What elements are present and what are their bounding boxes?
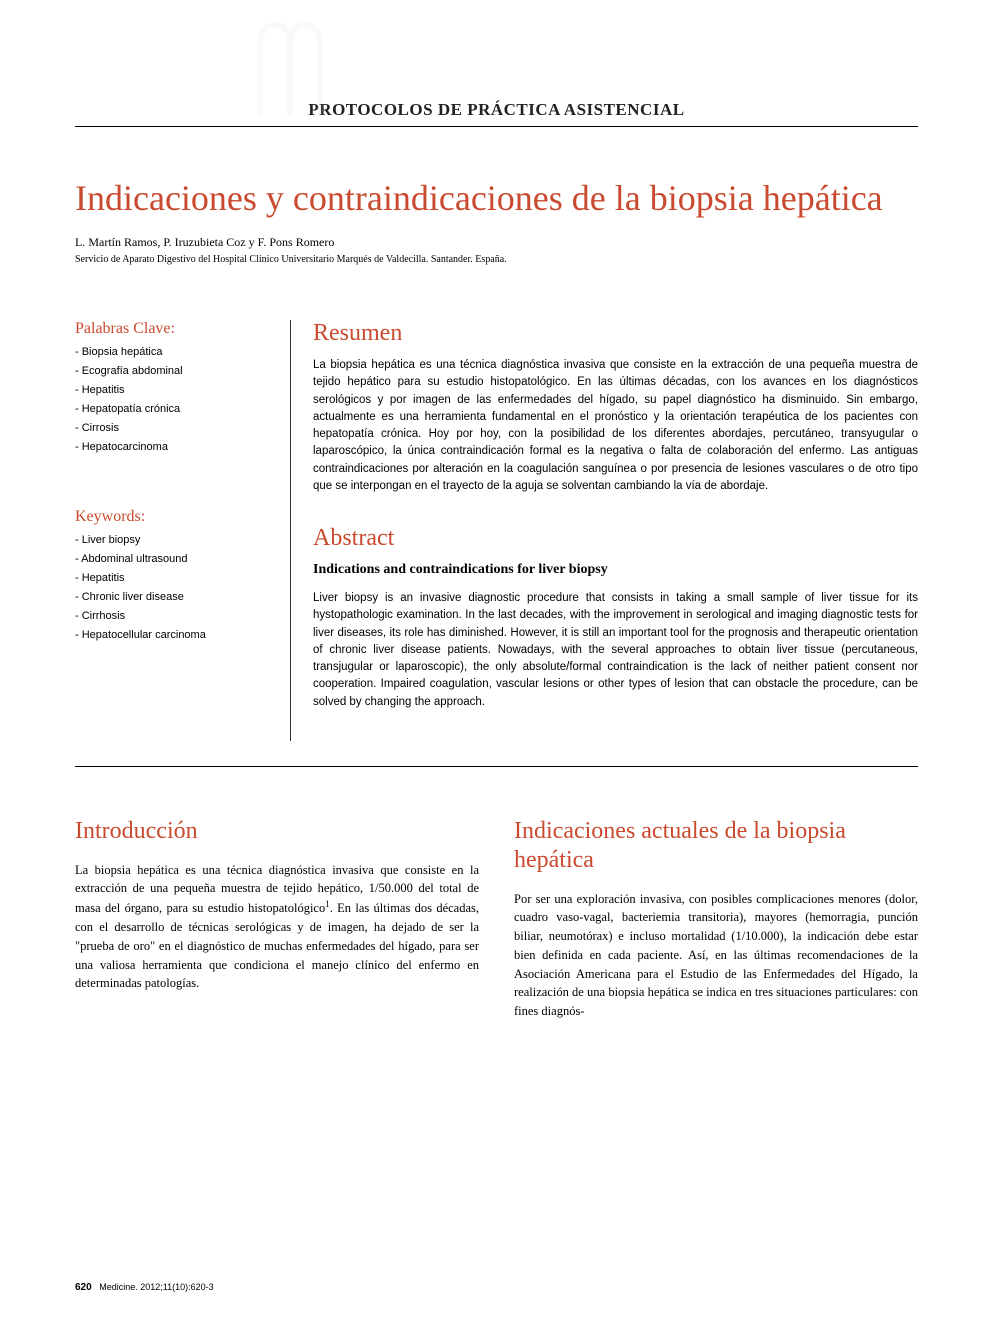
indicaciones-title: Indicaciones actuales de la biopsia hepá… — [514, 817, 918, 875]
body-divider — [75, 766, 918, 767]
body-right-column: Indicaciones actuales de la biopsia hepá… — [514, 817, 918, 1021]
keyword-item: - Abdominal ultrasound — [75, 553, 260, 565]
affiliation: Servicio de Aparato Digestivo del Hospit… — [75, 254, 918, 265]
resumen-header: Resumen — [313, 320, 918, 347]
keywords-section: Keywords: - Liver biopsy - Abdominal ult… — [75, 508, 260, 641]
summary-columns: Palabras Clave: - Biopsia hepática - Eco… — [75, 320, 918, 741]
watermark-icon — [250, 15, 330, 115]
keywords-column: Palabras Clave: - Biopsia hepática - Eco… — [75, 320, 260, 741]
keyword-item: - Hepatopatía crónica — [75, 403, 260, 415]
authors: L. Martín Ramos, P. Iruzubieta Coz y F. … — [75, 235, 918, 250]
abstract-subtitle: Indications and contraindications for li… — [313, 562, 918, 578]
article-title: Indicaciones y contraindicaciones de la … — [75, 177, 918, 220]
introduccion-text: La biopsia hepática es una técnica diagn… — [75, 861, 479, 993]
abstract-header: Abstract — [313, 525, 918, 552]
summary-column: Resumen La biopsia hepática es una técni… — [290, 320, 918, 741]
abstract-text: Liver biopsy is an invasive diagnostic p… — [313, 590, 918, 711]
body-columns: Introducción La biopsia hepática es una … — [75, 817, 918, 1021]
body-left-column: Introducción La biopsia hepática es una … — [75, 817, 479, 1021]
indicaciones-text: Por ser una exploración invasiva, con po… — [514, 890, 918, 1021]
keywords-header: Keywords: — [75, 508, 260, 526]
page-number: 620 — [75, 1282, 92, 1293]
keyword-item: - Hepatocarcinoma — [75, 441, 260, 453]
keyword-item: - Cirrosis — [75, 422, 260, 434]
page-footer: 620 Medicine. 2012;11(10):620-3 — [75, 1282, 214, 1293]
resumen-text: La biopsia hepática es una técnica diagn… — [313, 357, 918, 495]
citation: Medicine. 2012;11(10):620-3 — [99, 1282, 213, 1292]
section-header: PROTOCOLOS DE PRÁCTICA ASISTENCIAL — [75, 100, 918, 120]
keyword-item: - Cirrhosis — [75, 610, 260, 622]
keyword-item: - Biopsia hepática — [75, 346, 260, 358]
keyword-item: - Chronic liver disease — [75, 591, 260, 603]
palabras-clave-header: Palabras Clave: — [75, 320, 260, 338]
section-divider — [75, 126, 918, 127]
keyword-item: - Hepatitis — [75, 572, 260, 584]
keyword-item: - Ecografía abdominal — [75, 365, 260, 377]
keyword-item: - Hepatitis — [75, 384, 260, 396]
keyword-item: - Hepatocellular carcinoma — [75, 629, 260, 641]
palabras-clave-section: Palabras Clave: - Biopsia hepática - Eco… — [75, 320, 260, 453]
keyword-item: - Liver biopsy — [75, 534, 260, 546]
introduccion-title: Introducción — [75, 817, 479, 846]
